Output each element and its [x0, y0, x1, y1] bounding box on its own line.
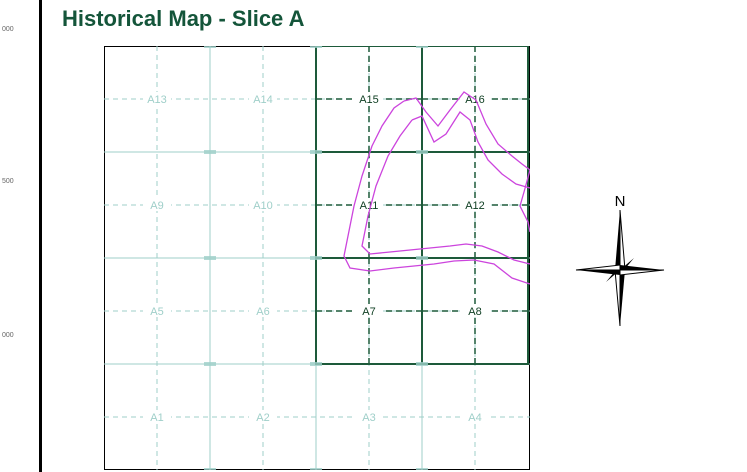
grid-intersection-marker — [204, 362, 216, 366]
grid-intersection-marker — [204, 46, 216, 48]
tile-label: A2 — [256, 412, 269, 424]
tile-label-background — [143, 410, 171, 423]
tile-label: A8 — [468, 306, 481, 318]
grid-intersection-marker — [416, 362, 428, 366]
panel-divider — [39, 0, 42, 472]
tile-label: A6 — [256, 306, 269, 318]
compass-west-point-dark — [576, 270, 620, 275]
tile-label: A9 — [150, 200, 163, 212]
tile-label-background — [143, 304, 171, 317]
tile-label-background — [355, 92, 383, 105]
map-title: Historical Map - Slice A — [62, 6, 305, 31]
grid-intersection-marker — [204, 468, 216, 470]
tile-label-background — [355, 304, 383, 317]
compass-sw-point — [606, 270, 620, 282]
north-arrow: N — [575, 193, 665, 327]
contour-outer — [343, 100, 530, 285]
tile-label-background — [249, 198, 277, 211]
grid-intersection-marker — [416, 46, 428, 48]
tile-label-background — [461, 304, 489, 317]
contour-right-edge — [519, 169, 530, 233]
tile-label: A14 — [253, 94, 273, 106]
contour-outer-top — [403, 91, 530, 171]
tile-label-background — [461, 410, 489, 423]
tile-label-background — [249, 304, 277, 317]
tile-label: A15 — [359, 94, 379, 106]
tile-label-background — [355, 198, 383, 211]
tile-label: A5 — [150, 306, 163, 318]
tile-label-background — [355, 410, 383, 423]
compass-east-point-light — [619, 269, 665, 276]
compass-west-point-light — [575, 264, 621, 271]
compass-east-point-dark — [620, 265, 664, 270]
compass-south-point-dark — [620, 270, 625, 326]
grid-intersection-marker — [310, 150, 322, 154]
axis-tick-label: 000 — [2, 26, 14, 33]
compass-ne-point — [620, 258, 634, 270]
compass-north-point-light — [619, 209, 626, 271]
axis-tick-label: 000 — [2, 332, 14, 339]
contour-inner-top — [411, 111, 530, 189]
grid-intersection-marker — [204, 256, 216, 260]
tile-label: A13 — [147, 94, 167, 106]
tile-label-background — [249, 92, 277, 105]
tile-label-background — [143, 198, 171, 211]
tile-label: A10 — [253, 200, 273, 212]
contour-inner — [361, 119, 530, 265]
grid-intersection-marker — [310, 256, 322, 260]
grid-intersection-marker — [416, 468, 428, 470]
grid-intersection-marker — [416, 150, 428, 154]
compass-north-point-dark — [615, 210, 620, 270]
axis-tick-label: 500 — [2, 178, 14, 185]
tile-label: A11 — [360, 200, 379, 212]
grid-intersection-marker — [310, 468, 322, 470]
tile-label-background — [143, 92, 171, 105]
grid-intersection-marker — [310, 46, 322, 48]
contour-lines — [343, 91, 530, 285]
grid-intersection-marker — [310, 362, 322, 366]
tile-label: A7 — [362, 306, 375, 318]
tile-label-background — [461, 198, 489, 211]
compass-south-point-light — [614, 269, 621, 327]
left-axis-strip: 000 500 000 — [0, 0, 40, 472]
tile-label-background — [249, 410, 277, 423]
grid-intersection-marker — [204, 150, 216, 154]
tile-label: A4 — [468, 412, 481, 424]
north-label: N — [615, 193, 626, 210]
grid-intersection-marker — [416, 256, 428, 260]
tile-label: A12 — [465, 200, 485, 212]
tile-label: A1 — [150, 412, 163, 424]
tile-label: A3 — [362, 412, 375, 424]
